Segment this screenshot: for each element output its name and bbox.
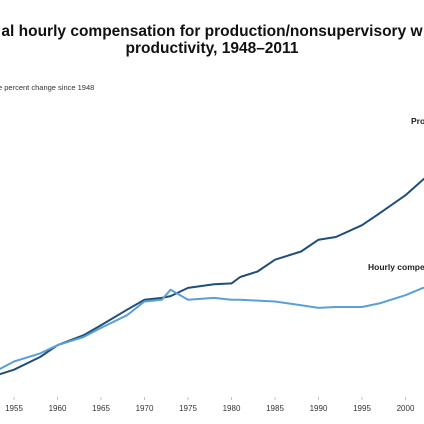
series-label: Hourly compensation	[368, 262, 424, 272]
y-axis-label: e percent change since 1948	[0, 83, 94, 92]
series-line	[0, 286, 424, 370]
x-tick-label: 1980	[223, 404, 241, 413]
x-tick-label: 1975	[179, 404, 197, 413]
x-tick-label: 1970	[136, 404, 154, 413]
chart-title: al hourly compensation for production/no…	[1, 23, 423, 40]
x-tick-label: 1995	[353, 404, 371, 413]
x-tick-label: 2000	[397, 404, 415, 413]
x-tick-label: 1955	[5, 404, 23, 413]
series-label: Productivity	[411, 116, 424, 126]
chart-title: productivity, 1948–2011	[126, 40, 299, 57]
x-tick-label: 1960	[49, 404, 67, 413]
series-line	[0, 177, 424, 376]
x-tick-label: 1965	[92, 404, 110, 413]
x-tick-label: 1985	[266, 404, 284, 413]
x-tick-label: 1990	[310, 404, 328, 413]
